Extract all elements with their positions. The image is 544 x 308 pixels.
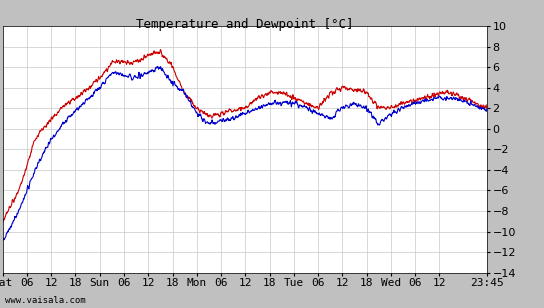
Text: Temperature and Dewpoint [°C]: Temperature and Dewpoint [°C]: [136, 18, 354, 31]
Text: www.vaisala.com: www.vaisala.com: [5, 296, 86, 305]
